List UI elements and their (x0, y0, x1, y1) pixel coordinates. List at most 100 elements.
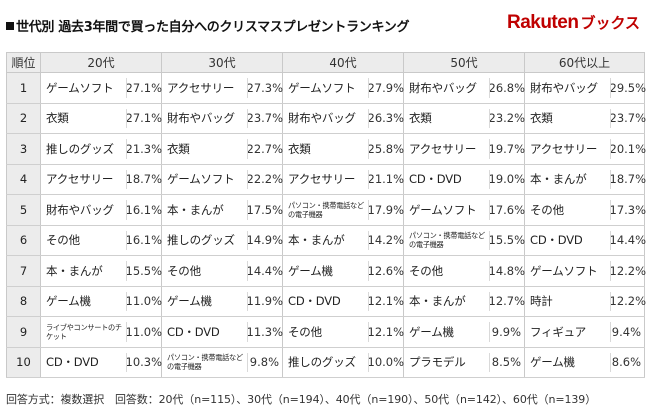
item-name: 推しのグッズ (40, 133, 126, 165)
item-name: ゲームソフト (403, 194, 489, 226)
table-row: 5 財布やバッグ 16.1% 本・まんが 17.5% パソコン・携帯電話などの電子機器 17… (6, 194, 646, 226)
item-name: CD・DVD (161, 316, 247, 348)
table-body: 1 ゲームソフト 27.1% アクセサリー 27.3% ゲームソフト 27.9% 財布やバッグ… (6, 72, 646, 378)
page-title: 世代別 過去3年間で買った自分へのクリスマスプレゼントランキング (6, 16, 410, 35)
item-name: ゲーム機 (161, 285, 247, 317)
table-row: 10 CD・DVD 10.3% パソコン・携帯電話などの電子機器 9.8% 推しのグッズ 1… (6, 346, 645, 378)
item-percentage: 9.9% (488, 316, 525, 348)
rank-number: 7 (6, 255, 41, 287)
item-name: ゲームソフト (40, 72, 126, 104)
item-name: ゲームソフト (161, 163, 247, 195)
item-percentage: 17.3% (609, 194, 646, 226)
item-percentage: 27.3% (246, 72, 283, 104)
item-percentage: 12.2% (609, 255, 646, 287)
item-percentage: 14.2% (367, 224, 404, 256)
item-percentage: 11.9% (246, 285, 283, 317)
item-name: 財布やバッグ (40, 194, 126, 226)
item-name: 衣類 (282, 133, 368, 165)
title-square-icon (6, 22, 14, 30)
item-name: 衣類 (524, 102, 610, 134)
item-name: 本・まんが (282, 224, 368, 256)
column-header: 60代以上 (524, 52, 645, 73)
item-name: 推しのグッズ (161, 224, 247, 256)
item-name: 本・まんが (524, 163, 610, 195)
item-percentage: 11.0% (125, 316, 162, 348)
column-header: 50代 (403, 52, 525, 73)
item-name: その他 (161, 255, 247, 287)
item-name: その他 (524, 194, 610, 226)
item-name: ゲーム機 (40, 285, 126, 317)
item-name: ゲーム機 (524, 346, 610, 378)
item-name: 財布やバッグ (282, 102, 368, 134)
rank-number: 9 (6, 316, 41, 348)
column-header: 40代 (282, 52, 404, 73)
item-percentage: 27.1% (125, 102, 162, 134)
item-name: 衣類 (403, 102, 489, 134)
item-name: その他 (40, 224, 126, 256)
rank-number: 3 (6, 133, 41, 165)
item-name: アクセサリー (403, 133, 489, 165)
item-percentage: 26.8% (488, 72, 525, 104)
rank-number: 5 (6, 194, 41, 226)
rank-number: 1 (6, 72, 41, 104)
rank-column-header: 順位 (6, 52, 41, 73)
item-name: 財布やバッグ (161, 102, 247, 134)
logo-brand: Rakuten (506, 12, 579, 33)
table-row: 4 アクセサリー 18.7% ゲームソフト 22.2% アクセサリー 21.1% CD・DVD… (6, 163, 646, 195)
item-name: 本・まんが (40, 255, 126, 287)
item-name: 衣類 (161, 133, 247, 165)
ranking-table: 順位 20代 30代 40代 50代 60代以上 1 ゲームソフト 27.1% アクセ… (6, 52, 646, 378)
item-percentage: 10.0% (367, 346, 404, 378)
item-name: ライブやコンサートのチケット (40, 316, 126, 348)
table-row: 1 ゲームソフト 27.1% アクセサリー 27.3% ゲームソフト 27.9% 財布やバッグ… (6, 72, 646, 104)
item-name: CD・DVD (524, 224, 610, 256)
item-name: フィギュア (524, 316, 610, 348)
item-percentage: 19.7% (488, 133, 525, 165)
item-percentage: 14.8% (488, 255, 525, 287)
item-name: パソコン・携帯電話などの電子機器 (403, 224, 489, 256)
item-name: アクセサリー (282, 163, 368, 195)
item-percentage: 23.2% (488, 102, 525, 134)
item-percentage: 26.3% (367, 102, 404, 134)
item-percentage: 16.1% (125, 224, 162, 256)
item-percentage: 8.5% (488, 346, 525, 378)
table-row: 2 衣類 27.1% 財布やバッグ 23.7% 財布やバッグ 26.3% 衣類 23.2% 衣類 2… (6, 102, 646, 134)
table-row: 3 推しのグッズ 21.3% 衣類 22.7% 衣類 25.8% アクセサリー 19.7% アクセ… (6, 133, 646, 165)
rank-number: 6 (6, 224, 41, 256)
item-percentage: 12.2% (609, 285, 646, 317)
item-percentage: 27.1% (125, 72, 162, 104)
item-name: ゲーム機 (282, 255, 368, 287)
item-percentage: 15.5% (488, 224, 525, 256)
item-percentage: 12.1% (367, 285, 404, 317)
item-name: アクセサリー (524, 133, 610, 165)
item-percentage: 14.4% (609, 224, 646, 256)
rakuten-books-logo: Rakuten ブックス (507, 12, 640, 34)
item-percentage: 12.6% (367, 255, 404, 287)
item-name: その他 (282, 316, 368, 348)
item-percentage: 8.6% (609, 346, 645, 378)
rank-number: 10 (6, 346, 41, 378)
item-percentage: 23.7% (609, 102, 646, 134)
item-percentage: 14.4% (246, 255, 283, 287)
item-percentage: 21.3% (125, 133, 162, 165)
table-row: 7 本・まんが 15.5% その他 14.4% ゲーム機 12.6% その他 14.8% ゲームソ… (6, 255, 646, 287)
item-percentage: 27.9% (367, 72, 404, 104)
item-percentage: 18.7% (125, 163, 162, 195)
item-percentage: 17.6% (488, 194, 525, 226)
item-name: CD・DVD (40, 346, 126, 378)
item-percentage: 17.9% (367, 194, 404, 226)
item-name: 本・まんが (403, 285, 489, 317)
item-name: 衣類 (40, 102, 126, 134)
item-percentage: 23.7% (246, 102, 283, 134)
item-name: ゲームソフト (524, 255, 610, 287)
item-percentage: 22.7% (246, 133, 283, 165)
rank-number: 2 (6, 102, 41, 134)
item-name: ゲームソフト (282, 72, 368, 104)
item-percentage: 22.2% (246, 163, 283, 195)
item-percentage: 29.5% (609, 72, 646, 104)
item-name: 本・まんが (161, 194, 247, 226)
item-percentage: 9.4% (609, 316, 645, 348)
item-percentage: 11.0% (125, 285, 162, 317)
item-percentage: 11.3% (246, 316, 283, 348)
item-name: プラモデル (403, 346, 489, 378)
